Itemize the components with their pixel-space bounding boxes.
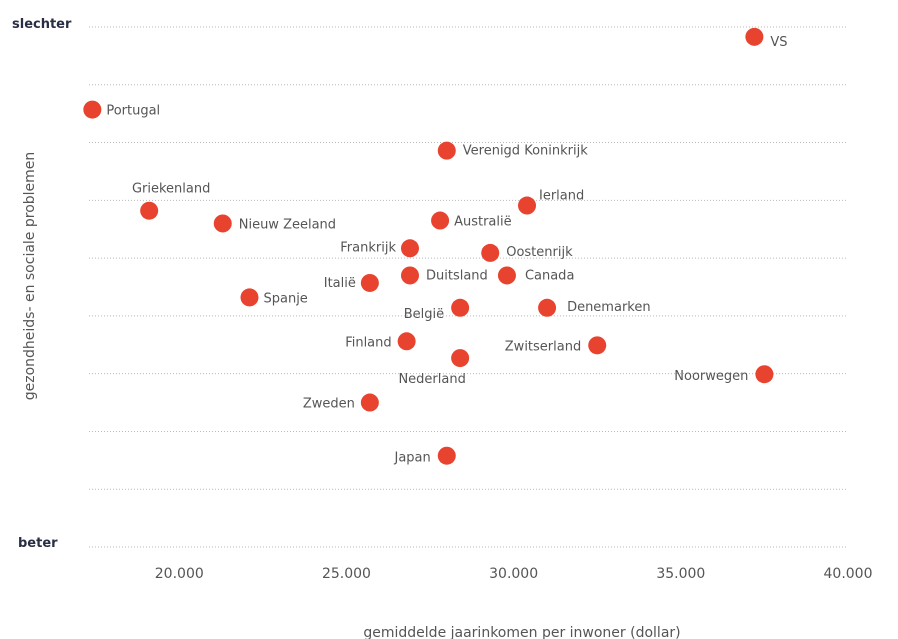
point-label: Portugal [106,104,160,119]
y-axis-title: gezondheids- en sociale problemen [22,152,38,401]
gridlines [89,26,848,548]
data-point [140,201,159,220]
data-point [497,266,516,285]
point-label: Duitsland [426,268,488,283]
data-point [745,27,764,46]
x-tick-label: 25.000 [322,566,371,582]
data-point [437,446,456,465]
data-point [755,365,774,384]
point-label: Oostenrijk [506,245,573,260]
point-label: Finland [345,335,391,350]
data-points: VS Portugal Verenigd Koninkrijk Ierland Grie… [83,27,788,466]
x-tick-labels: 20.000 25.000 30.000 35.000 40.000 [155,566,873,582]
x-tick-label: 20.000 [155,566,204,582]
x-tick-label: 35.000 [656,566,705,582]
data-point [451,349,470,368]
point-label: Australië [454,215,512,230]
x-tick-label: 30.000 [489,566,538,582]
data-point [213,214,232,233]
point-label: Denemarken [567,300,651,315]
data-point [360,393,379,412]
point-label: Zwitserland [505,339,581,354]
point-label: Noorwegen [674,369,748,384]
data-point [240,288,259,307]
data-point [400,239,419,258]
data-point [588,336,607,355]
point-label: VS [770,35,787,50]
point-label: Ierland [539,189,584,204]
point-label: Frankrijk [340,240,396,255]
y-bottom-label: beter [18,536,58,551]
point-label: Zweden [303,397,355,412]
point-label: België [404,307,444,322]
x-axis-title: gemiddelde jaarinkomen per inwoner (doll… [363,625,680,639]
point-label: Japan [394,451,431,466]
data-point [397,332,416,351]
point-label: Spanje [263,291,307,306]
y-top-label: slechter [12,17,72,32]
data-point [360,273,379,292]
x-tick-label: 40.000 [824,566,873,582]
point-label: Griekenland [132,182,210,197]
point-label: Italië [324,276,356,291]
point-label: Nederland [398,372,465,387]
data-point [83,100,102,119]
point-label: Canada [525,268,574,283]
data-point [481,243,500,262]
data-point [518,196,537,215]
data-point [431,211,450,230]
data-point [437,141,456,160]
data-point [538,298,557,317]
point-label: Verenigd Koninkrijk [463,144,588,159]
data-point [400,266,419,285]
data-point [451,298,470,317]
point-label: Nieuw Zeeland [239,217,336,232]
